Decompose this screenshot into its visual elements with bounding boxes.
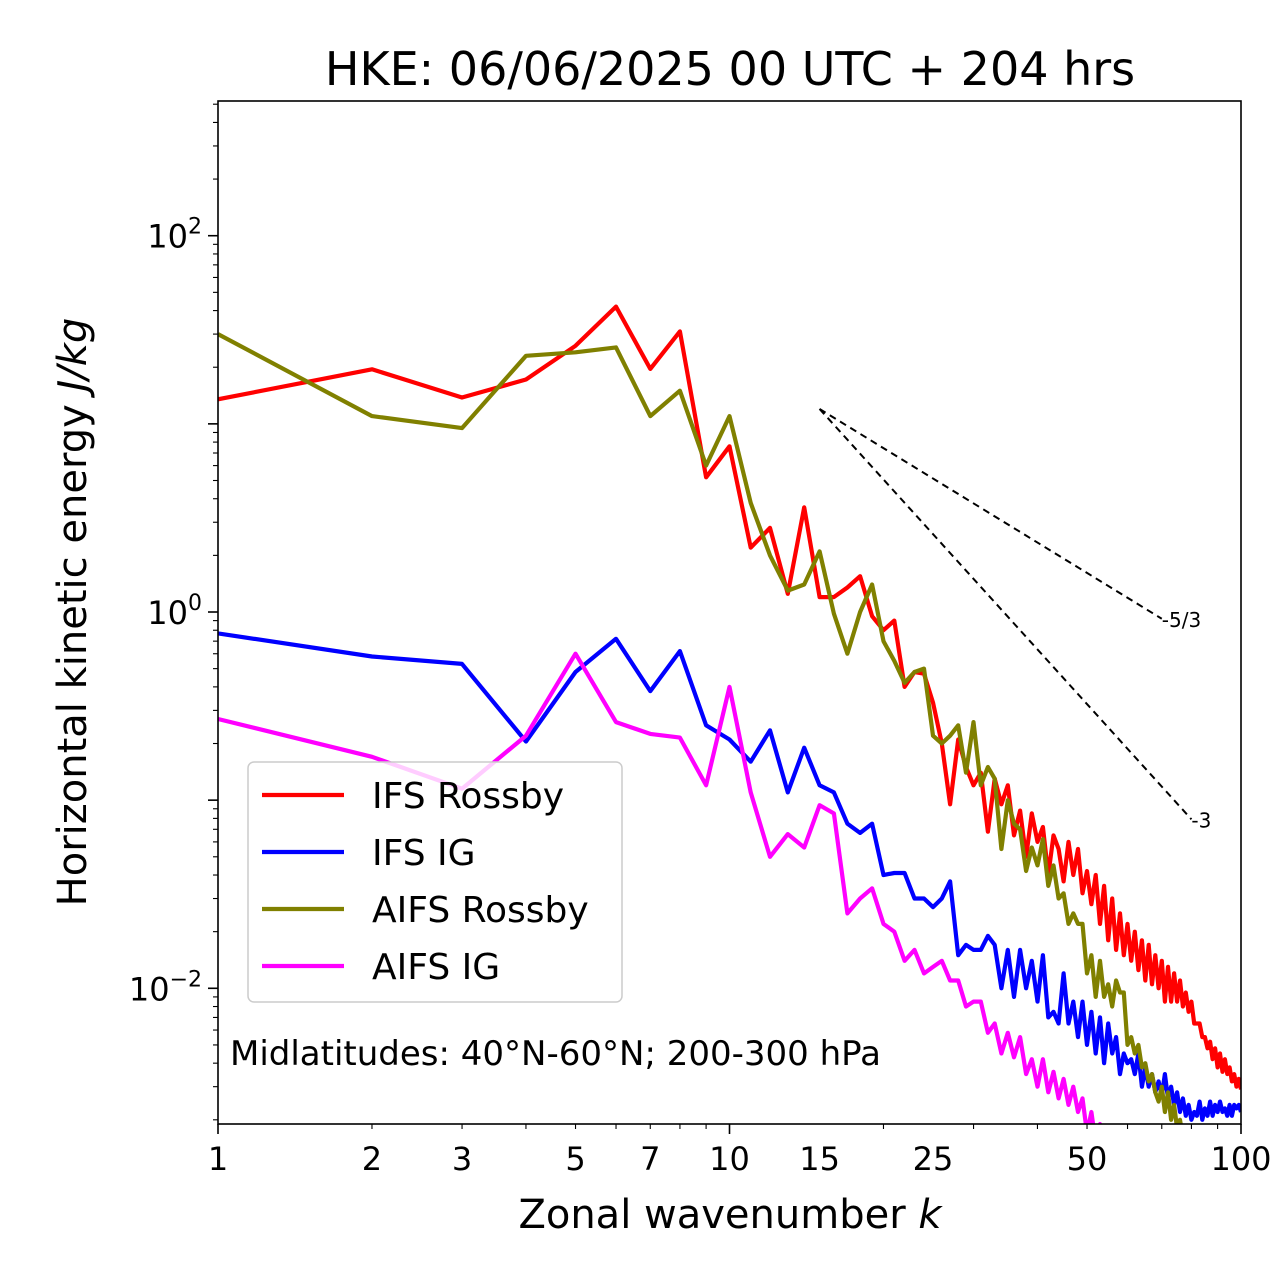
x-tick-label: 50 — [1067, 1140, 1108, 1178]
reference-lines: -5/3 -3 — [818, 408, 1211, 832]
reference-label-1: -3 — [1191, 808, 1211, 832]
reference-line-1 — [818, 408, 1193, 820]
legend: IFS Rossby IFS IG AIFS Rossby AIFS IG — [247, 761, 623, 1003]
chart-title: HKE: 06/06/2025 00 UTC + 204 hrs — [325, 42, 1135, 96]
reference-label-0: -5/3 — [1162, 608, 1201, 632]
x-tick-label: 100 — [1210, 1140, 1271, 1178]
y-tick-label: 100 — [147, 591, 202, 632]
series-line-3 — [218, 651, 1103, 1124]
y-tick-label: 10−2 — [129, 967, 202, 1008]
region-annotation: Midlatitudes: 40°N-60°N; 200-300 hPa — [230, 1034, 881, 1074]
series-line-1 — [218, 631, 1241, 1122]
legend-label: AIFS Rossby — [372, 890, 589, 931]
reference-line-0 — [819, 408, 1163, 620]
x-tick-label: 1 — [208, 1140, 228, 1178]
series-layer — [218, 304, 1241, 1124]
x-axis-ticks: 1 2 3 5 7 10 15 25 50 100 — [208, 1124, 1272, 1178]
legend-label: IFS Rossby — [372, 776, 564, 817]
y-axis-ticks: 102 100 10−2 — [129, 103, 218, 1121]
x-tick-label: 25 — [913, 1140, 954, 1178]
legend-label: IFS IG — [372, 833, 476, 874]
series-line-2 — [218, 332, 1183, 1124]
legend-box — [247, 761, 623, 1003]
x-axis-label: Zonal wavenumber k — [518, 1192, 943, 1238]
y-tick-label: 102 — [147, 215, 202, 256]
x-tick-label: 7 — [640, 1140, 660, 1178]
x-tick-label: 15 — [799, 1140, 840, 1178]
x-tick-label: 2 — [362, 1140, 382, 1178]
y-axis-label: Horizontal kinetic energy J/kg — [50, 318, 96, 907]
legend-label: AIFS IG — [372, 947, 500, 988]
x-tick-label: 5 — [565, 1140, 585, 1178]
x-tick-label: 10 — [709, 1140, 750, 1178]
x-tick-label: 3 — [452, 1140, 472, 1178]
series-line-0 — [218, 304, 1241, 1090]
